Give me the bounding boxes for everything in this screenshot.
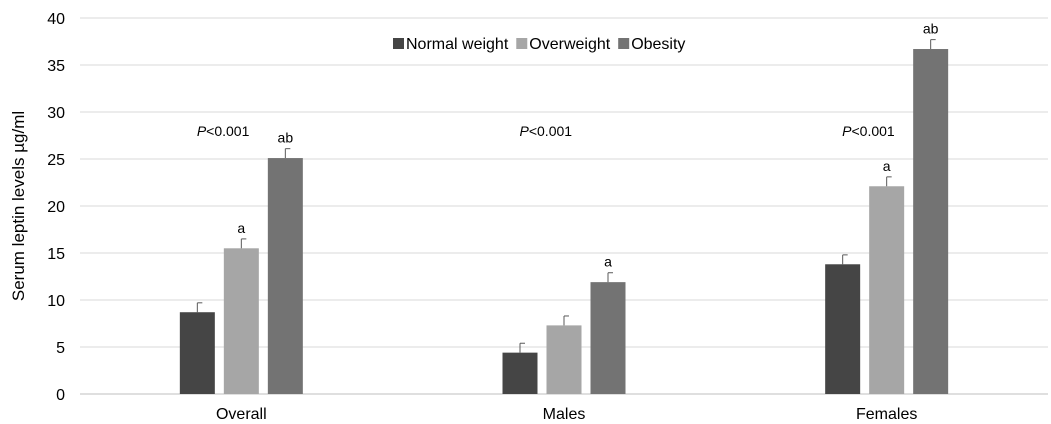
p-value-label: P<0.001 [197, 123, 250, 139]
y-tick-label: 15 [47, 246, 65, 263]
y-tick-label: 10 [47, 293, 65, 310]
legend-label: Obesity [631, 36, 685, 53]
bar [913, 49, 949, 395]
bar [869, 186, 905, 394]
y-axis-label: Serum leptin levels µg/ml [9, 111, 28, 301]
bar [590, 282, 626, 394]
y-tick-label: 25 [47, 152, 65, 169]
p-value-label: P<0.001 [842, 123, 895, 139]
y-tick-label: 40 [47, 11, 65, 28]
legend: Normal weight Overweight Obesity [393, 36, 685, 53]
y-tick-label: 30 [47, 105, 65, 122]
legend-swatch [618, 38, 630, 49]
significance-label: ab [923, 21, 939, 37]
y-axis: 0 5 10 15 20 25 30 35 40 [47, 11, 65, 404]
bar [825, 264, 861, 394]
y-tick-label: 5 [56, 340, 65, 357]
labels: a ab P<0.001 Overall a P<0.001 Males a ab P<0.001… [197, 21, 939, 423]
bar [223, 248, 259, 394]
x-category-label: Males [543, 406, 586, 423]
x-category-label: Females [856, 406, 917, 423]
significance-label: a [237, 220, 245, 236]
legend-swatch [393, 38, 404, 49]
significance-label: a [883, 158, 891, 174]
significance-label: a [604, 254, 612, 270]
legend-label: Overweight [529, 36, 610, 53]
y-tick-label: 35 [47, 58, 65, 75]
bar [267, 158, 303, 394]
x-category-label: Overall [216, 406, 267, 423]
p-value-label: P<0.001 [520, 123, 573, 139]
legend-swatch [516, 38, 528, 49]
bar [179, 312, 215, 394]
y-tick-label: 0 [56, 387, 65, 404]
bars [179, 39, 949, 395]
bar [502, 352, 538, 394]
bar [546, 325, 582, 394]
y-tick-label: 20 [47, 199, 65, 216]
legend-label: Normal weight [406, 36, 509, 53]
significance-label: ab [278, 130, 294, 146]
